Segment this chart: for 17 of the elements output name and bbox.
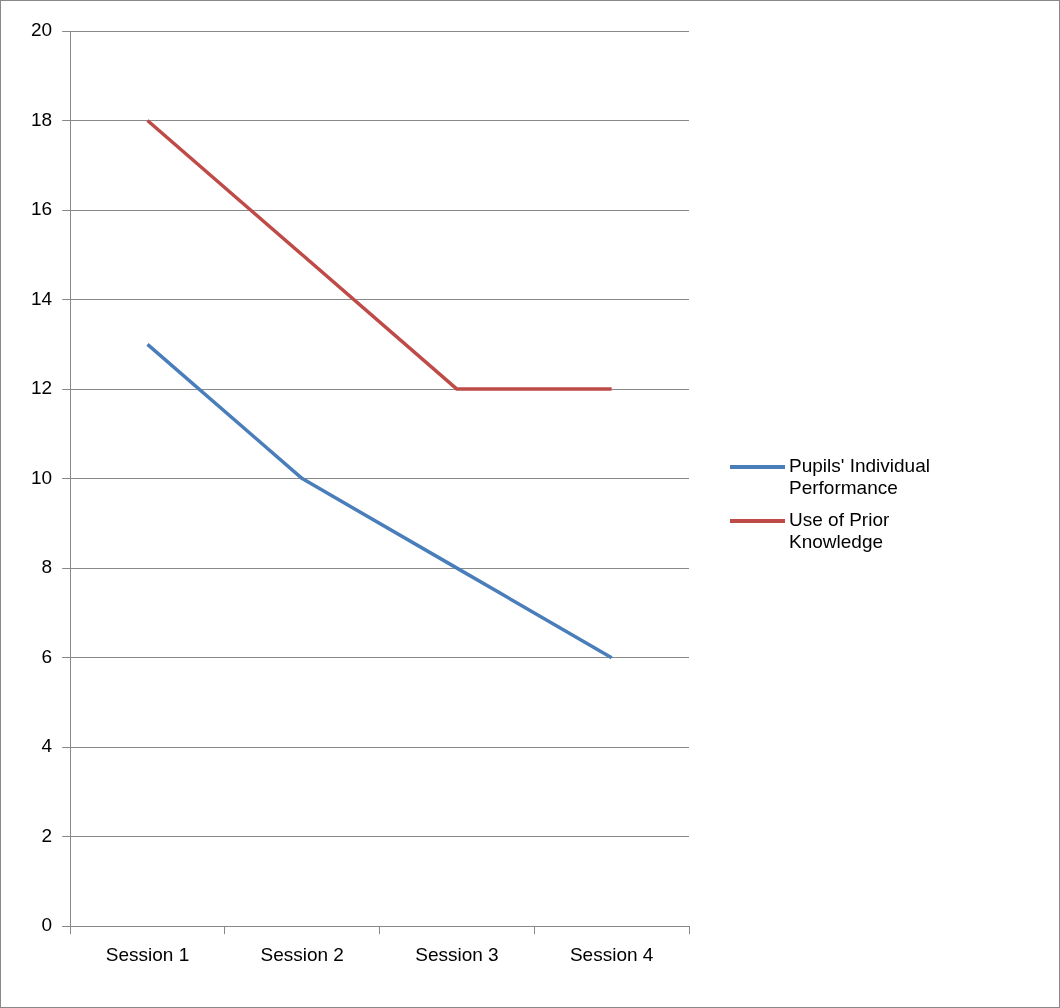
x-tick-label: Session 4	[569, 943, 654, 965]
y-tick-label: 10	[30, 466, 53, 488]
y-tick-label: 16	[30, 198, 53, 220]
x-tick-label: Session 2	[260, 943, 344, 965]
y-tick-label: 12	[30, 377, 53, 399]
legend-label: Pupils' Individual Performance	[789, 455, 931, 499]
y-tick-label: 20	[30, 19, 53, 41]
y-tick-label: 18	[30, 108, 53, 130]
x-tick-label: Session 1	[105, 943, 190, 965]
y-tick-label: 0	[41, 914, 53, 936]
y-tick-label: 8	[41, 556, 53, 578]
x-tick-label: Session 3	[415, 943, 499, 965]
y-tick-label: 4	[41, 735, 53, 757]
y-tick-label: 2	[41, 824, 53, 846]
y-tick-label: 6	[41, 645, 53, 667]
legend-label: Use of Prior Knowledge	[789, 509, 891, 553]
y-tick-label: 14	[30, 287, 53, 309]
